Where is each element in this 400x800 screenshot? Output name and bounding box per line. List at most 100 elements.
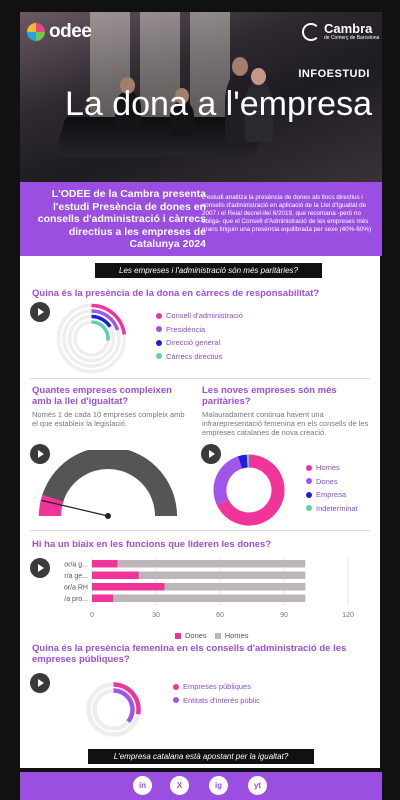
legend-label: Càrrecs directius <box>166 351 223 361</box>
gauge-track <box>39 450 177 517</box>
legend-swatch <box>156 353 162 360</box>
person-head <box>120 77 135 94</box>
legend-label: Indeterminat <box>316 503 358 513</box>
odee-logo-icon <box>27 23 45 41</box>
section5-legend: Empreses públiques Entitats d'interès pú… <box>173 680 260 707</box>
play-button[interactable] <box>30 302 50 322</box>
section1-title: Quina és la presència de la dona en càrr… <box>32 288 320 299</box>
legend-label: Homes <box>316 463 340 473</box>
intro-lead: L'ODEE de la Cambra presenta l'estudi Pr… <box>37 188 206 250</box>
x-tick-label: 30 <box>152 612 160 619</box>
legend-item: Presidència <box>156 323 243 337</box>
legend-swatch <box>306 491 312 498</box>
legend-item: Empreses públiques <box>173 680 260 694</box>
x-twitter-icon[interactable]: X <box>170 776 189 795</box>
content-card <box>20 256 380 768</box>
legend-label: Empresa <box>316 490 347 500</box>
y-tick-label: or/a g... <box>64 562 88 569</box>
hero-kicker: INFOESTUDI <box>298 68 370 80</box>
legend-item: Consell d'administració <box>156 309 243 323</box>
legend-label: Direcció general <box>166 338 221 348</box>
section2-title: Quantes empreses compleixen amb la llei … <box>32 385 172 407</box>
section3-subtitle: Malauradament continua havent una infrar… <box>202 410 369 437</box>
cambra-logo-subtitle: de Comerç de Barcelona <box>324 35 380 41</box>
legend-swatch <box>306 478 312 485</box>
legend-label: Dones <box>185 631 207 641</box>
x-tick-label: 0 <box>90 612 94 619</box>
question-pill: L'empresa catalana està apostant per la … <box>88 749 314 764</box>
linkedin-icon[interactable]: in <box>133 776 152 795</box>
section2-subtitle: Només 1 de cada 10 empreses compleix amb… <box>32 410 185 428</box>
gauge-fill <box>39 494 64 517</box>
x-tick-label: 90 <box>280 612 288 619</box>
bar-segment <box>113 594 306 602</box>
radial-rings <box>86 682 141 737</box>
play-button[interactable] <box>30 673 50 693</box>
y-tick-label: /a pro... <box>64 596 88 603</box>
odee-logo[interactable]: odee <box>27 21 92 43</box>
cambra-logo-title: Cambra <box>324 21 373 36</box>
hero-banner <box>20 12 382 182</box>
section1-radial-chart <box>56 303 127 374</box>
youtube-icon[interactable]: yt <box>248 776 267 795</box>
person-head <box>232 57 248 76</box>
cambra-logo-icon <box>302 22 320 41</box>
cambra-logo[interactable]: Cambra de Comerç de Barcelona <box>302 22 379 41</box>
legend-item: Homes <box>306 461 358 475</box>
section-divider <box>30 530 370 531</box>
section1-legend: Consell d'administració Presidència Dire… <box>156 309 243 363</box>
legend-swatch <box>175 632 181 639</box>
legend-swatch <box>306 464 312 471</box>
bar-segment <box>138 571 306 579</box>
legend-label: Consell d'administració <box>166 311 243 321</box>
person-head <box>251 68 266 85</box>
legend-label: Dones <box>316 476 338 486</box>
legend-item: Direcció general <box>156 336 243 350</box>
gauge-chart <box>39 450 177 519</box>
section4-legend: Dones Homes <box>175 629 248 643</box>
intro-band: L'ODEE de la Cambra presenta l'estudi Pr… <box>20 182 382 256</box>
question-pill: Les empreses i l'administració són més p… <box>95 263 322 278</box>
x-tick-label: 60 <box>216 612 224 619</box>
legend-swatch <box>173 683 179 690</box>
legend-swatch <box>156 312 162 319</box>
legend-label: Entitats d'interès públic <box>183 695 260 705</box>
legend-label: Presidència <box>166 324 206 334</box>
bar-segment <box>92 594 114 602</box>
section5-title: Quina és la presència femenina en els co… <box>32 643 347 665</box>
legend-swatch <box>173 697 179 704</box>
donut-slices <box>213 454 285 526</box>
bar-segment <box>117 560 306 568</box>
ring-value <box>113 688 135 724</box>
hero-title: La dona a l'empresa <box>64 85 372 123</box>
legend-swatch <box>306 505 312 512</box>
bar-segment <box>92 583 165 591</box>
odee-logo-text: odee <box>49 21 92 42</box>
legend-item: Empresa <box>306 488 358 502</box>
window-panel <box>190 12 230 122</box>
instagram-icon[interactable]: ig <box>209 776 228 795</box>
x-tick-label: 120 <box>342 612 354 619</box>
play-button[interactable] <box>30 444 50 464</box>
play-button[interactable] <box>30 558 50 578</box>
bar-segment <box>164 583 306 591</box>
person-figure <box>245 82 273 142</box>
ring-value <box>113 682 141 715</box>
legend-swatch <box>156 339 162 346</box>
y-tick-label: or/a RH <box>64 585 88 592</box>
ring-value <box>91 320 110 341</box>
stacked-bar-chart: 0 30 60 90 120 or/a g... r/a ge... or/a RH/a pr… <box>64 558 354 619</box>
play-button[interactable] <box>201 444 221 464</box>
ring-value <box>91 314 112 328</box>
bar-segment <box>92 571 139 579</box>
ring-value <box>91 303 126 335</box>
legend-item: Dones <box>175 629 207 643</box>
y-tick-label: r/a ge... <box>64 573 88 580</box>
legend-item: Homes <box>214 629 248 643</box>
bar-group: 0 30 60 90 120 or/a g... r/a ge... or/a RH/a pr… <box>64 558 354 619</box>
legend-item: Dones <box>306 475 358 489</box>
legend-item: Càrrecs directius <box>156 350 243 364</box>
intro-body: L'estudi analitza la presència de dones … <box>202 194 372 233</box>
donut-slice <box>213 456 243 506</box>
